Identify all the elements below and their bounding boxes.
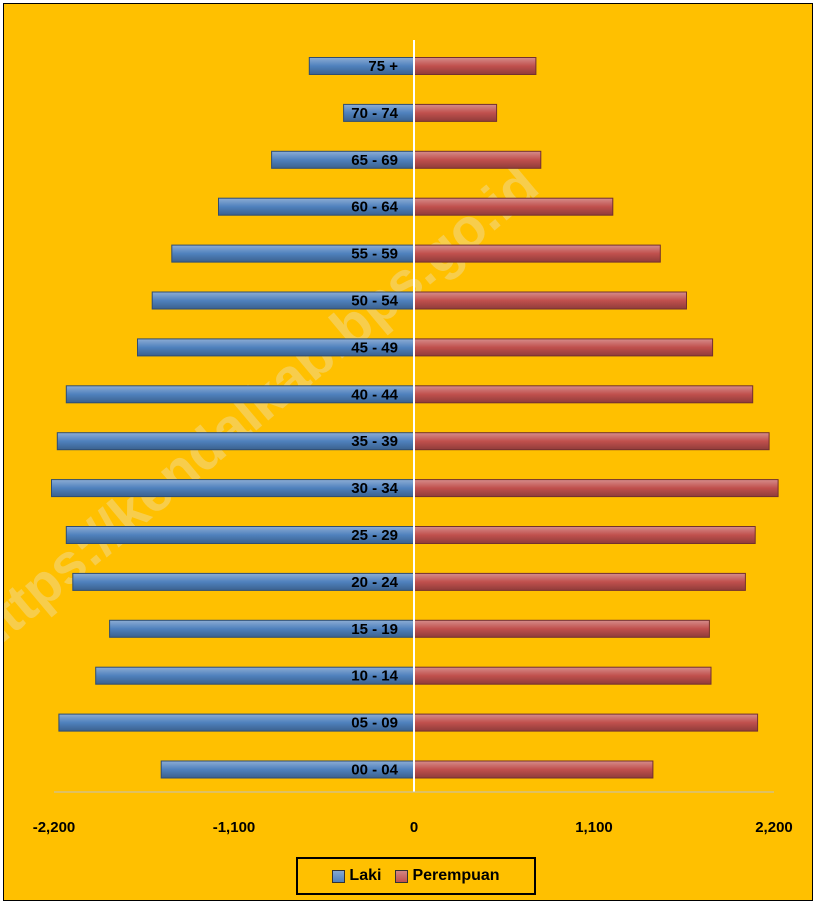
bar-perempuan-70-74 <box>413 103 498 122</box>
bar-perempuan-35-39 <box>413 432 770 451</box>
x-tick-label: 0 <box>410 819 418 836</box>
legend-swatch-perempuan <box>395 869 409 883</box>
age-group-label: 35 - 39 <box>351 433 398 450</box>
age-group-label: 65 - 69 <box>351 152 398 169</box>
age-group-label: 05 - 09 <box>351 715 398 732</box>
age-group-label: 15 - 19 <box>351 621 398 638</box>
bar-perempuan-75+ <box>413 57 537 75</box>
x-tick-label: 2,200 <box>755 819 793 836</box>
bar-perempuan-20-24 <box>413 572 746 591</box>
bar-perempuan-60-64 <box>413 197 614 216</box>
x-tick-label: -1,100 <box>213 819 256 836</box>
x-tick-label: -2,200 <box>33 819 76 836</box>
bar-perempuan-15-19 <box>413 619 710 638</box>
bar-perempuan-10-14 <box>413 666 712 685</box>
age-group-label: 70 - 74 <box>351 105 398 122</box>
bar-perempuan-55-59 <box>413 244 661 263</box>
age-group-label: 75 + <box>368 58 398 75</box>
bar-perempuan-25-29 <box>413 526 756 544</box>
legend-swatch-laki <box>332 869 346 883</box>
legend-entry-perempuan: Perempuan <box>395 867 500 885</box>
bar-perempuan-40-44 <box>413 385 754 404</box>
bar-perempuan-30-34 <box>413 479 779 498</box>
legend-entry-laki: Laki <box>332 867 381 885</box>
bar-perempuan-05-09 <box>413 713 759 732</box>
bar-perempuan-45-49 <box>413 338 714 357</box>
age-group-label: 30 - 34 <box>351 480 398 497</box>
legend-label-perempuan: Perempuan <box>412 867 500 884</box>
age-group-label: 55 - 59 <box>351 246 398 263</box>
age-group-label: 50 - 54 <box>351 293 398 310</box>
age-group-label: 45 - 49 <box>351 339 398 356</box>
legend-label-laki: Laki <box>349 867 382 884</box>
bar-perempuan-00-04 <box>413 760 654 779</box>
age-group-label: 25 - 29 <box>351 527 398 544</box>
legend: Laki Perempuan <box>296 857 536 895</box>
bar-perempuan-65-69 <box>413 150 542 169</box>
x-tick-label: 1,100 <box>575 819 613 836</box>
bar-laki-75+ <box>308 57 415 75</box>
age-group-label: 60 - 64 <box>351 199 398 216</box>
chart-frame: https://kendalkab.bps.go.id 00 - 04 05 - … <box>3 3 813 901</box>
age-group-label: 00 - 04 <box>351 762 398 779</box>
age-group-label: 20 - 24 <box>351 574 398 591</box>
age-group-label: 40 - 44 <box>351 386 398 403</box>
bar-perempuan-50-54 <box>413 291 687 310</box>
age-group-label: 10 - 14 <box>351 668 398 685</box>
